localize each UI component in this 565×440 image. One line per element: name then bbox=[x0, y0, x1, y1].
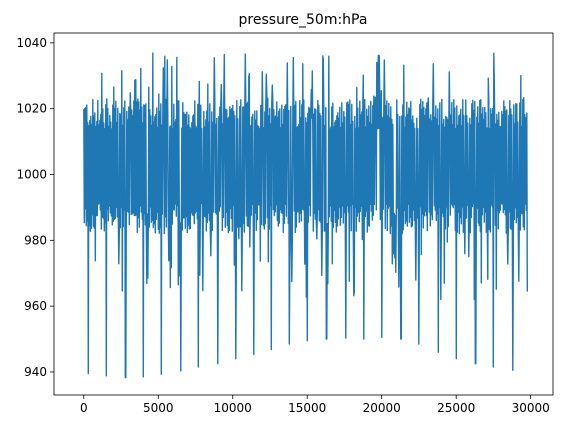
y-tick-label: 1000 bbox=[16, 168, 47, 182]
plot-frame bbox=[53, 32, 554, 396]
x-tick-label: 10000 bbox=[214, 401, 252, 415]
series-layer bbox=[83, 52, 528, 379]
x-tick-label: 15000 bbox=[288, 401, 326, 415]
x-tick-label: 5000 bbox=[143, 401, 174, 415]
series-line-pressure bbox=[83, 52, 528, 379]
x-tick-label: 30000 bbox=[512, 401, 550, 415]
y-tick-label: 1020 bbox=[16, 102, 47, 116]
x-tick-label: 20000 bbox=[363, 401, 401, 415]
y-tick-label: 960 bbox=[24, 299, 47, 313]
x-tick-label: 25000 bbox=[437, 401, 475, 415]
x-axis: 0 5000 10000 15000 20000 25000 30000 bbox=[80, 395, 550, 415]
y-tick-label: 1040 bbox=[16, 36, 47, 50]
y-axis: 940 960 980 1000 1020 1040 bbox=[16, 36, 54, 379]
y-tick-label: 980 bbox=[24, 233, 47, 247]
x-tick-label: 0 bbox=[80, 401, 88, 415]
y-tick-label: 940 bbox=[24, 365, 47, 379]
chart-title: pressure_50m:hPa bbox=[239, 12, 368, 28]
